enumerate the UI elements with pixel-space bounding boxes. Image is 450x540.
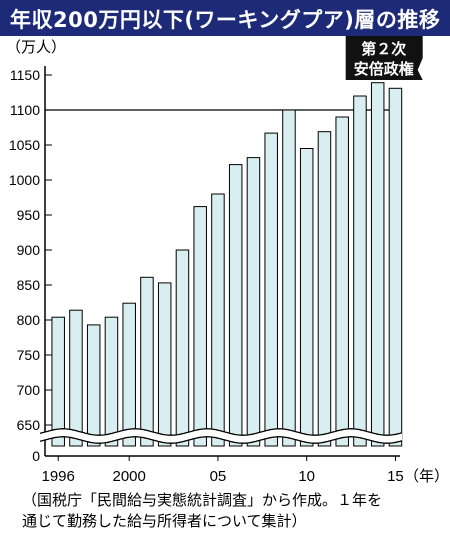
- x-tick-label: 1996: [42, 468, 75, 485]
- bar: [228, 164, 243, 447]
- y-tick-label: 900: [17, 242, 41, 258]
- annotation-text: 安倍政権: [354, 60, 414, 78]
- x-axis-label: （年）: [404, 467, 449, 485]
- bar: [157, 282, 172, 447]
- x-tick-label: 10: [298, 468, 315, 485]
- annotation-box: [345, 36, 423, 80]
- y-tick-label: 800: [17, 312, 41, 328]
- bar-chart: （万人） 0 650 700 750 800 850 900 950 1000 1050 1100 11…: [6, 36, 449, 485]
- bar: [175, 249, 190, 447]
- y-tick-label: 950: [17, 207, 41, 223]
- x-tick-label: 05: [210, 468, 227, 485]
- bar: [122, 302, 136, 447]
- y-tick-label: 1050: [9, 137, 40, 153]
- bar: [193, 206, 207, 447]
- y-tick-label: 750: [17, 347, 41, 363]
- bar: [86, 324, 101, 447]
- bar: [370, 82, 385, 447]
- y-tick-label: 850: [17, 277, 41, 293]
- y-tick-label: 1150: [10, 67, 40, 83]
- bar: [388, 87, 403, 447]
- x-tick-label: 2000: [113, 468, 146, 485]
- y-axis-label: （万人）: [6, 38, 66, 56]
- bar: [69, 309, 83, 447]
- bar: [246, 157, 261, 447]
- bar: [317, 131, 332, 447]
- bar: [51, 316, 65, 447]
- bar: [104, 316, 119, 447]
- title-bar: 年収200万円以下(ワーキングプア)層の推移: [0, 0, 450, 36]
- axis-break-fill: [40, 428, 402, 444]
- y-tick-label: 1100: [10, 102, 40, 118]
- chart-title: 年収200万円以下(ワーキングプア)層の推移: [10, 8, 441, 32]
- bar: [211, 193, 225, 447]
- axis-break-line: [39, 428, 403, 436]
- y-tick-label: 700: [17, 382, 41, 398]
- bar: [282, 109, 296, 447]
- y-tick-label: 1000: [9, 172, 40, 188]
- bar: [335, 116, 349, 447]
- bar: [353, 95, 367, 447]
- annotation-text: 第２次: [361, 40, 406, 58]
- x-tick-label: 15: [387, 468, 404, 485]
- axis-break-line: [39, 436, 403, 444]
- y-tick-label: 650: [17, 417, 41, 433]
- y-tick-label: 0: [32, 448, 40, 464]
- bar: [299, 148, 314, 447]
- bar: [140, 276, 154, 447]
- bar: [264, 132, 278, 447]
- source-caption: （国税庁「民間給与実態統計調査」から作成。１年を 通じて勤務した給与所得者につい…: [22, 491, 383, 530]
